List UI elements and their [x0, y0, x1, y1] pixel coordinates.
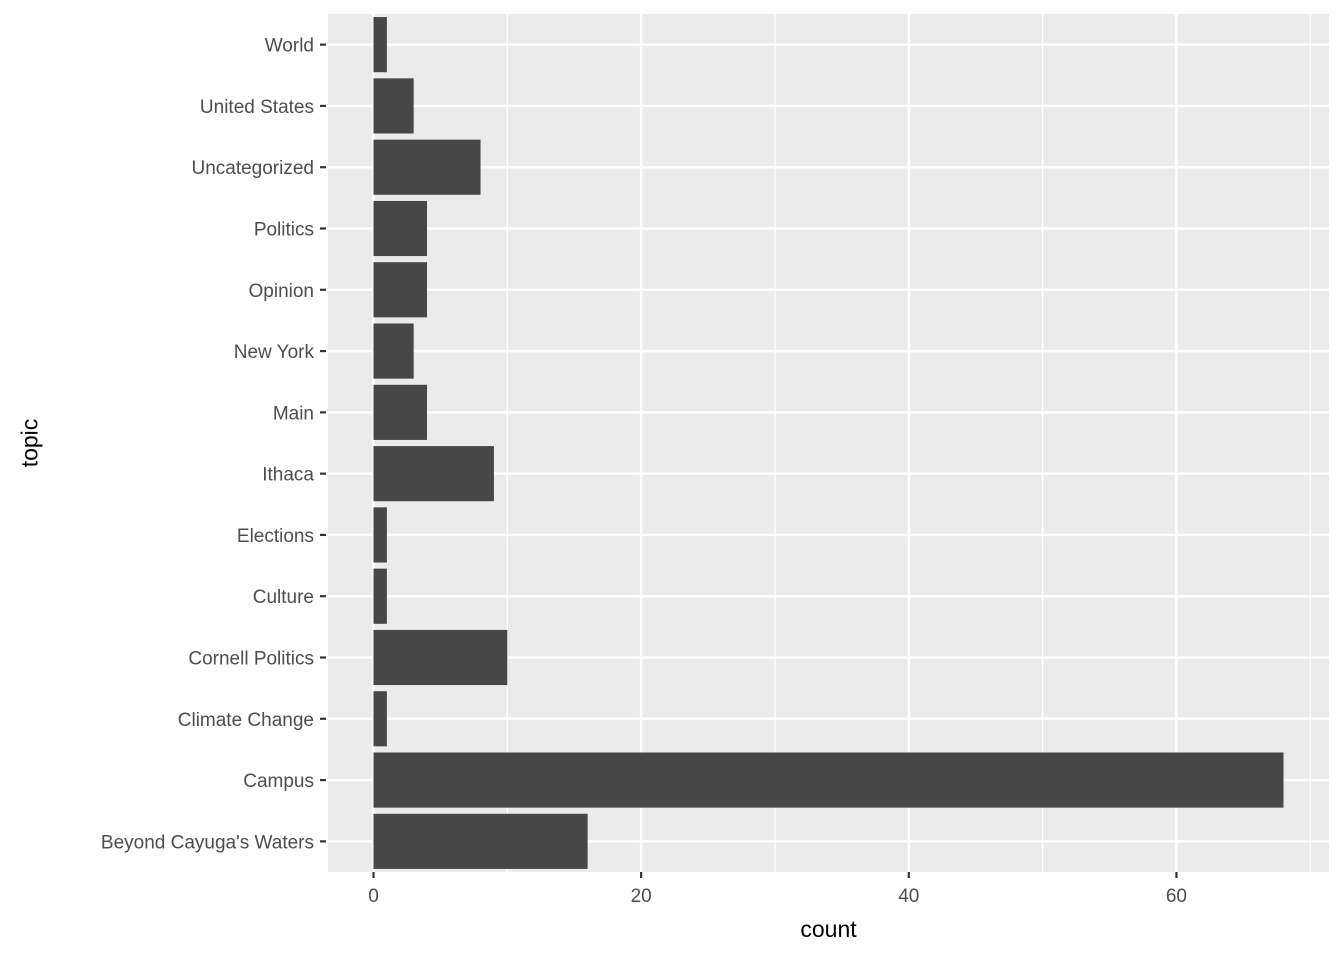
y-tick-label: World	[265, 36, 314, 57]
y-tick-label: Opinion	[249, 281, 315, 302]
y-tick-label: New York	[234, 342, 315, 363]
x-tick-label: 60	[1166, 886, 1187, 907]
y-tick-label: Culture	[253, 587, 314, 608]
bar-elections	[373, 507, 387, 563]
bar-climate-change	[373, 691, 387, 747]
y-tick-label: Elections	[237, 526, 314, 547]
y-axis-title: topic	[16, 418, 43, 468]
bar-united-states	[373, 78, 414, 134]
bar-cornell-politics	[373, 629, 508, 686]
bar-beyond-cayuga-s-waters	[373, 813, 588, 869]
x-tick-label: 40	[898, 886, 919, 907]
y-tick-label: Climate Change	[178, 710, 314, 731]
x-axis-title: count	[800, 916, 857, 942]
y-tick-label: Campus	[243, 771, 314, 792]
bar-main	[373, 384, 428, 440]
bar-uncategorized	[373, 139, 481, 195]
x-tick-label: 20	[631, 886, 652, 907]
bar-politics	[373, 200, 428, 257]
y-tick-label: United States	[200, 97, 314, 118]
plot-panel	[328, 14, 1329, 872]
bar-new-york	[373, 323, 414, 379]
bar-world	[373, 17, 387, 73]
y-tick-label: Cornell Politics	[188, 649, 314, 670]
bar-culture	[373, 568, 387, 624]
y-tick-label: Beyond Cayuga's Waters	[101, 832, 314, 853]
x-tick-label: 0	[368, 886, 379, 907]
y-tick-label: Ithaca	[262, 465, 314, 486]
y-tick-label: Politics	[254, 220, 314, 241]
bar-campus	[373, 752, 1284, 808]
bar-opinion	[373, 262, 428, 318]
bar-ithaca	[373, 446, 494, 502]
y-tick-label: Main	[273, 403, 314, 424]
y-tick-label: Uncategorized	[191, 158, 314, 179]
